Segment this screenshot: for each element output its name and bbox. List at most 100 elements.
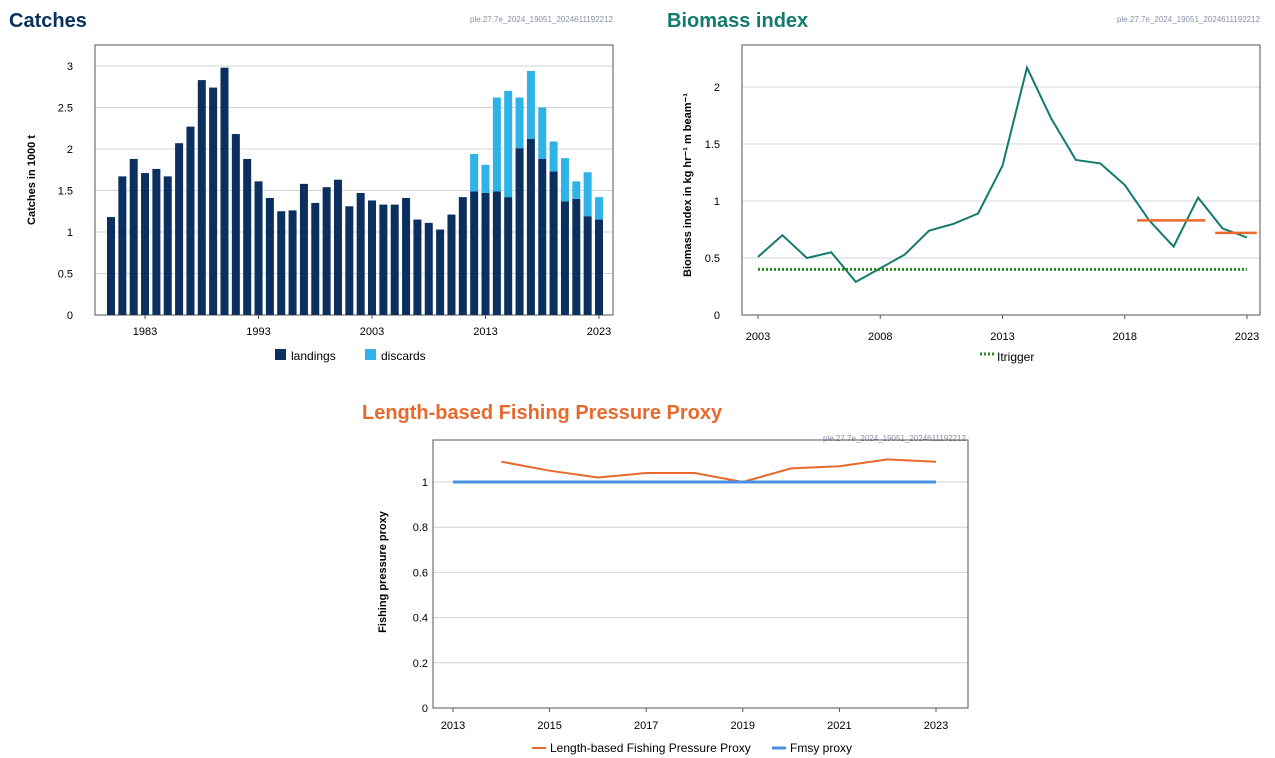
landings-bar bbox=[333, 179, 342, 315]
landings-bar bbox=[288, 210, 297, 315]
discards-bar bbox=[538, 107, 547, 159]
fpressure-plot-frame bbox=[432, 439, 969, 709]
landings-bar bbox=[231, 134, 240, 315]
biomass-xtick-label: 2008 bbox=[868, 331, 892, 343]
fpressure-xtick-label: 2017 bbox=[634, 720, 658, 732]
length-proxy-legend-label: Length-based Fishing Pressure Proxy bbox=[550, 741, 751, 755]
landings-bar bbox=[322, 187, 331, 315]
catches-ytick-label: 1 bbox=[67, 227, 73, 239]
discards-bar bbox=[481, 164, 490, 193]
biomass-xtick-label: 2003 bbox=[746, 331, 770, 343]
landings-legend-label: landings bbox=[291, 349, 336, 363]
landings-bar bbox=[595, 219, 603, 315]
discards-bar bbox=[504, 90, 513, 198]
landings-bar bbox=[163, 176, 172, 315]
landings-bar bbox=[583, 216, 592, 315]
discards-legend-label: discards bbox=[381, 349, 426, 363]
landings-bar bbox=[504, 197, 513, 315]
fishing-pressure-chart: ple.27.7e_2024_19051_2024611192212 0 0.2 0.… bbox=[377, 434, 969, 755]
catches-plot-frame bbox=[94, 44, 614, 316]
landings-bar bbox=[379, 204, 388, 315]
landings-bar bbox=[152, 168, 161, 315]
discards-bar bbox=[492, 97, 501, 192]
biomass-index-line bbox=[757, 64, 1248, 284]
catches-xtick-label: 1983 bbox=[133, 326, 157, 338]
fpressure-ytick-label: 0 bbox=[422, 703, 428, 715]
biomass-ytick-label: 0 bbox=[714, 310, 720, 322]
biomass-xtick-label: 2023 bbox=[1235, 331, 1259, 343]
discards-legend-swatch bbox=[365, 349, 376, 360]
landings-bar bbox=[118, 176, 127, 315]
landings-bar bbox=[515, 148, 524, 315]
landings-bar bbox=[197, 80, 206, 315]
biomass-title: Biomass index bbox=[667, 10, 809, 32]
landings-bar bbox=[299, 183, 308, 315]
biomass-xtick-label: 2013 bbox=[990, 331, 1014, 343]
catches-ytick-label: 0 bbox=[67, 310, 73, 322]
biomass-ytick-label: 1 bbox=[714, 196, 720, 208]
discards-bar bbox=[595, 197, 603, 220]
landings-bar bbox=[356, 192, 365, 315]
landings-bar bbox=[492, 191, 501, 315]
landings-bar bbox=[368, 200, 377, 315]
fpressure-ytick-label: 0.2 bbox=[413, 658, 428, 670]
fpressure-stamp: ple.27.7e_2024_19051_2024611192212 bbox=[823, 434, 967, 443]
landings-bar bbox=[345, 206, 354, 315]
landings-bar bbox=[560, 201, 569, 315]
fpressure-xtick-label: 2019 bbox=[731, 720, 755, 732]
landings-bar bbox=[186, 126, 195, 315]
catches-xtick-label: 1993 bbox=[246, 326, 270, 338]
fishing-pressure-title: Length-based Fishing Pressure Proxy bbox=[362, 402, 723, 424]
landings-bar bbox=[220, 67, 229, 315]
landings-bar bbox=[141, 173, 150, 315]
length-based-proxy-line bbox=[501, 458, 937, 484]
catches-xtick-label: 2003 bbox=[360, 326, 384, 338]
landings-bar bbox=[254, 181, 263, 315]
discards-bar bbox=[560, 158, 569, 202]
biomass-index-chart: ple.27.7e_2024_19051_2024611192212 0 0.5 1 1… bbox=[682, 15, 1261, 364]
landings-bar bbox=[549, 171, 558, 315]
catches-ytick-label: 2.5 bbox=[58, 103, 73, 115]
landings-bar bbox=[402, 197, 411, 315]
catches-ylabel: Catches in 1000 t bbox=[26, 135, 38, 225]
landings-bar bbox=[424, 222, 433, 315]
landings-bar bbox=[175, 143, 184, 315]
landings-bar bbox=[311, 202, 320, 315]
catches-xtick-label: 2013 bbox=[473, 326, 497, 338]
fpressure-xtick-label: 2021 bbox=[827, 720, 851, 732]
landings-legend-swatch bbox=[275, 349, 286, 360]
biomass-plot-frame bbox=[741, 44, 1261, 316]
landings-bar bbox=[436, 229, 445, 315]
landings-bar bbox=[107, 217, 115, 315]
landings-bar bbox=[458, 197, 467, 315]
landings-bar bbox=[447, 214, 456, 315]
catches-chart: ple.27.7e_2024_19051_2024611192212 0 0.5 1 1… bbox=[26, 15, 614, 363]
landings-bar bbox=[470, 191, 479, 315]
landings-bar bbox=[129, 158, 138, 315]
landings-bar bbox=[277, 211, 286, 315]
fmsy-legend-label: Fmsy proxy bbox=[790, 741, 852, 755]
discards-bar bbox=[572, 181, 581, 199]
fpressure-ytick-label: 0.4 bbox=[413, 613, 428, 625]
itrigger-legend-label: Itrigger bbox=[997, 350, 1034, 364]
landings-bar bbox=[572, 198, 581, 315]
catches-ytick-label: 2 bbox=[67, 144, 73, 156]
catches-ytick-label: 1.5 bbox=[58, 186, 73, 198]
discards-bar bbox=[515, 97, 524, 149]
biomass-ylabel: Biomass index in kg hr⁻¹ m beam⁻¹ bbox=[682, 93, 694, 277]
catches-title: Catches bbox=[9, 10, 87, 32]
landings-bar bbox=[526, 139, 535, 315]
landings-bar bbox=[390, 204, 399, 315]
discards-bar bbox=[583, 172, 592, 217]
discards-bar bbox=[470, 153, 479, 192]
fpressure-ytick-label: 1 bbox=[422, 477, 428, 489]
fpressure-ytick-label: 0.6 bbox=[413, 567, 428, 579]
landings-bar bbox=[243, 158, 252, 315]
landings-bar bbox=[481, 192, 490, 315]
discards-bar bbox=[549, 141, 558, 172]
landings-bar bbox=[538, 158, 547, 315]
landings-bar bbox=[413, 219, 422, 315]
landings-bar bbox=[265, 197, 274, 315]
fpressure-xtick-label: 2023 bbox=[924, 720, 948, 732]
catches-ytick-label: 3 bbox=[67, 61, 73, 73]
